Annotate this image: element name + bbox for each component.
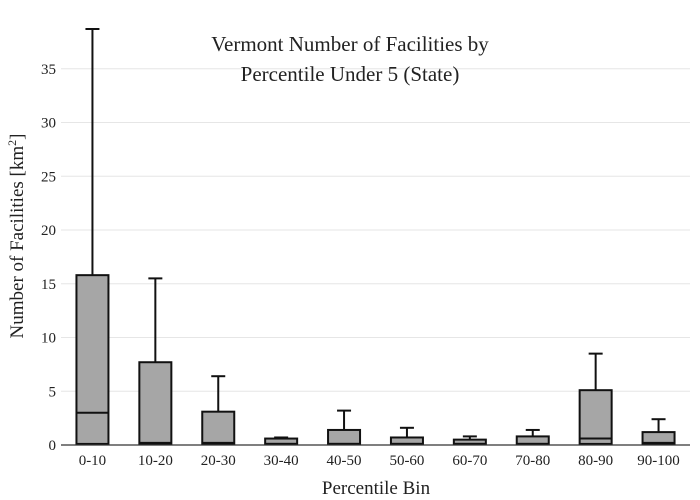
box-group-80-90	[578, 352, 613, 445]
box-group-40-50	[327, 409, 362, 445]
y-tick-label: 15	[41, 277, 56, 293]
x-tick-label: 0-10	[79, 453, 107, 469]
y-tick-label: 35	[41, 62, 56, 78]
x-tick-label: 20-30	[201, 453, 236, 469]
box	[201, 410, 236, 445]
grid-layer	[61, 68, 690, 392]
x-tick-label: 60-70	[452, 453, 487, 469]
box-group-60-70	[452, 435, 487, 445]
box-group-10-20	[138, 277, 173, 445]
box	[578, 389, 613, 445]
box	[138, 361, 173, 445]
x-tick-label: 10-20	[138, 453, 173, 469]
box-group-20-30	[201, 375, 236, 445]
x-tick-label: 30-40	[264, 453, 299, 469]
y-axis-label-superscript: 2	[5, 140, 19, 146]
x-tick-label: 40-50	[327, 453, 362, 469]
x-tick-label: 90-100	[637, 453, 680, 469]
y-tick-label: 0	[49, 438, 57, 454]
chart-title-line-1: Vermont Number of Facilities by	[211, 32, 489, 56]
box-group-30-40	[264, 436, 299, 445]
box	[515, 435, 550, 445]
y-tick-label: 25	[41, 169, 56, 185]
box-group-70-80	[515, 428, 550, 445]
x-tick-label: 80-90	[578, 453, 613, 469]
x-axis-label: Percentile Bin	[322, 478, 431, 499]
chart-title-line-2: Percentile Under 5 (State)	[241, 62, 460, 86]
y-axis-label: Number of Facilities [km2]	[5, 134, 28, 339]
tick-labels-layer: 0 5 10 15 20 25 30 35 0-10 10-20 20-30 30-40 40-50 50…	[41, 62, 680, 469]
y-tick-label: 20	[41, 223, 56, 239]
y-axis-label-main: Number of Facilities [km	[7, 146, 28, 339]
x-tick-label: 70-80	[515, 453, 550, 469]
boxes-layer	[75, 28, 676, 445]
y-axis-label-end: ]	[7, 134, 28, 140]
box-group-90-100	[641, 418, 676, 445]
x-tick-label: 50-60	[389, 453, 424, 469]
y-tick-label: 5	[49, 384, 57, 400]
box-group-50-60	[389, 426, 424, 445]
y-tick-label: 10	[41, 331, 56, 347]
box	[327, 428, 362, 445]
box-group-0-10	[75, 28, 110, 445]
box	[75, 274, 110, 445]
y-tick-label: 30	[41, 116, 56, 132]
box	[641, 431, 676, 445]
